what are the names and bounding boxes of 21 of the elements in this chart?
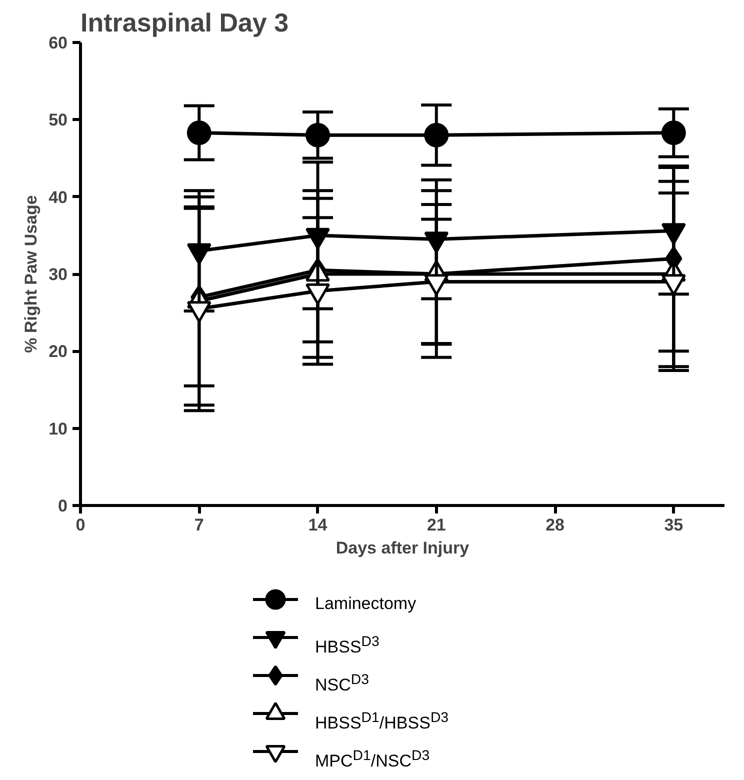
legend-label: Laminectomy <box>315 593 418 615</box>
x-tick-label: 28 <box>546 516 564 534</box>
x-tick-label: 0 <box>76 516 86 534</box>
y-tick-label: 0 <box>58 496 68 516</box>
x-tick-label: 21 <box>426 516 446 534</box>
legend-label: HBSS$^{D1}$/HBSS$^{D3}$ <box>315 709 449 735</box>
chart-title: Intraspinal Day 3 <box>80 8 289 38</box>
x-axis-title: Days after Injury <box>336 538 470 558</box>
y-axis-title: % Right Paw Usage <box>22 195 41 353</box>
x-tick-label: 35 <box>664 516 684 534</box>
legend-label: MPC$^{D1}$/NSC$^{D3}$ <box>315 747 431 773</box>
x-tick-label: 14 <box>308 516 328 534</box>
y-tick-label: 40 <box>48 188 68 207</box>
y-tick-label: 20 <box>48 342 68 362</box>
legend-label: NSC$^{D3}$ <box>315 671 370 697</box>
legend-label: HBSS$^{D3}$ <box>315 633 380 659</box>
y-tick-label: 10 <box>48 419 68 438</box>
x-tick-label: 7 <box>194 516 204 534</box>
y-tick-label: 30 <box>48 265 68 284</box>
y-tick-label: 60 <box>48 34 68 52</box>
y-tick-label: 50 <box>48 110 68 130</box>
